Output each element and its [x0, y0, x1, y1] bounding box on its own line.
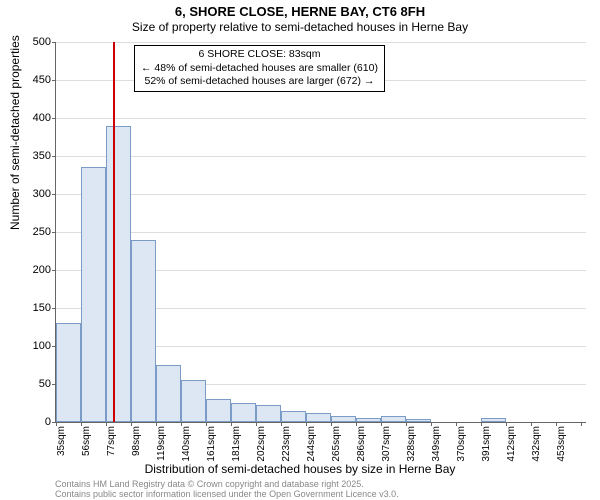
- gridline: [56, 42, 586, 43]
- histogram-bar: [181, 380, 206, 422]
- histogram-bar: [206, 399, 231, 422]
- y-tick-mark: [52, 308, 56, 309]
- x-tick-label: 349sqm: [431, 422, 442, 462]
- chart-footer: Contains HM Land Registry data © Crown c…: [55, 480, 399, 500]
- y-tick-mark: [52, 270, 56, 271]
- x-tick-label: 202sqm: [256, 422, 267, 462]
- histogram-bar: [106, 126, 131, 422]
- histogram-bar: [81, 167, 106, 422]
- x-tick-label: 77sqm: [106, 422, 117, 456]
- chart-container: 6, SHORE CLOSE, HERNE BAY, CT6 8FH Size …: [0, 0, 600, 500]
- x-tick-label: 453sqm: [556, 422, 567, 462]
- y-tick-mark: [52, 80, 56, 81]
- plot-area: 05010015020025030035040045050035sqm56sqm…: [55, 42, 586, 423]
- x-tick-label: 140sqm: [181, 422, 192, 462]
- chart-title-sub: Size of property relative to semi-detach…: [0, 19, 600, 34]
- annotation-line: 6 SHORE CLOSE: 83sqm: [141, 48, 378, 62]
- histogram-bar: [56, 323, 81, 422]
- histogram-bar: [306, 413, 331, 422]
- x-axis-label: Distribution of semi-detached houses by …: [0, 462, 600, 476]
- x-tick-label: 56sqm: [81, 422, 92, 456]
- annotation-line: ← 48% of semi-detached houses are smalle…: [141, 62, 378, 76]
- x-tick-label: 265sqm: [331, 422, 342, 462]
- x-tick-label: 370sqm: [456, 422, 467, 462]
- x-tick-label: 244sqm: [306, 422, 317, 462]
- x-tick-label: 223sqm: [281, 422, 292, 462]
- histogram-bar: [156, 365, 181, 422]
- x-tick-label: 412sqm: [506, 422, 517, 462]
- annotation-box: 6 SHORE CLOSE: 83sqm← 48% of semi-detach…: [134, 45, 385, 92]
- y-tick-mark: [52, 42, 56, 43]
- gridline: [56, 232, 586, 233]
- x-tick-label: 35sqm: [56, 422, 67, 456]
- x-tick-mark: [581, 422, 582, 426]
- histogram-bar: [131, 240, 156, 422]
- histogram-bar: [231, 403, 256, 422]
- gridline: [56, 194, 586, 195]
- x-tick-label: 98sqm: [131, 422, 142, 456]
- reference-line: [113, 42, 115, 422]
- x-tick-label: 181sqm: [231, 422, 242, 462]
- gridline: [56, 156, 586, 157]
- x-tick-label: 328sqm: [406, 422, 417, 462]
- footer-line-2: Contains public sector information licen…: [55, 490, 399, 500]
- x-tick-label: 432sqm: [531, 422, 542, 462]
- histogram-bar: [281, 411, 306, 422]
- y-tick-mark: [52, 194, 56, 195]
- y-tick-mark: [52, 232, 56, 233]
- y-tick-mark: [52, 118, 56, 119]
- gridline: [56, 118, 586, 119]
- annotation-line: 52% of semi-detached houses are larger (…: [141, 75, 378, 89]
- chart-title-main: 6, SHORE CLOSE, HERNE BAY, CT6 8FH: [0, 0, 600, 19]
- x-tick-label: 307sqm: [381, 422, 392, 462]
- x-tick-label: 119sqm: [156, 422, 167, 461]
- x-tick-label: 161sqm: [206, 422, 217, 462]
- x-tick-label: 391sqm: [481, 422, 492, 462]
- x-tick-label: 286sqm: [356, 422, 367, 462]
- histogram-bar: [256, 405, 281, 422]
- y-tick-mark: [52, 156, 56, 157]
- y-axis-label: Number of semi-detached properties: [8, 35, 22, 230]
